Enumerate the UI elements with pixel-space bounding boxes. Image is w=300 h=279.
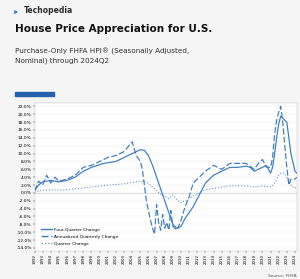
Legend: Four-Quarter Change, Annualized Quarterly Change, Quarter Change: Four-Quarter Change, Annualized Quarterl… (39, 226, 121, 247)
Text: Purchase-Only FHFA HPI® (Seasonally Adjusted,
Nominal) through 2024Q2: Purchase-Only FHFA HPI® (Seasonally Adju… (15, 48, 189, 64)
Bar (15, 92, 54, 97)
Text: Techopedia: Techopedia (24, 6, 73, 15)
FancyArrowPatch shape (14, 11, 17, 13)
Text: House Price Appreciation for U.S.: House Price Appreciation for U.S. (15, 24, 212, 34)
Text: Source: FHFA: Source: FHFA (268, 274, 297, 278)
